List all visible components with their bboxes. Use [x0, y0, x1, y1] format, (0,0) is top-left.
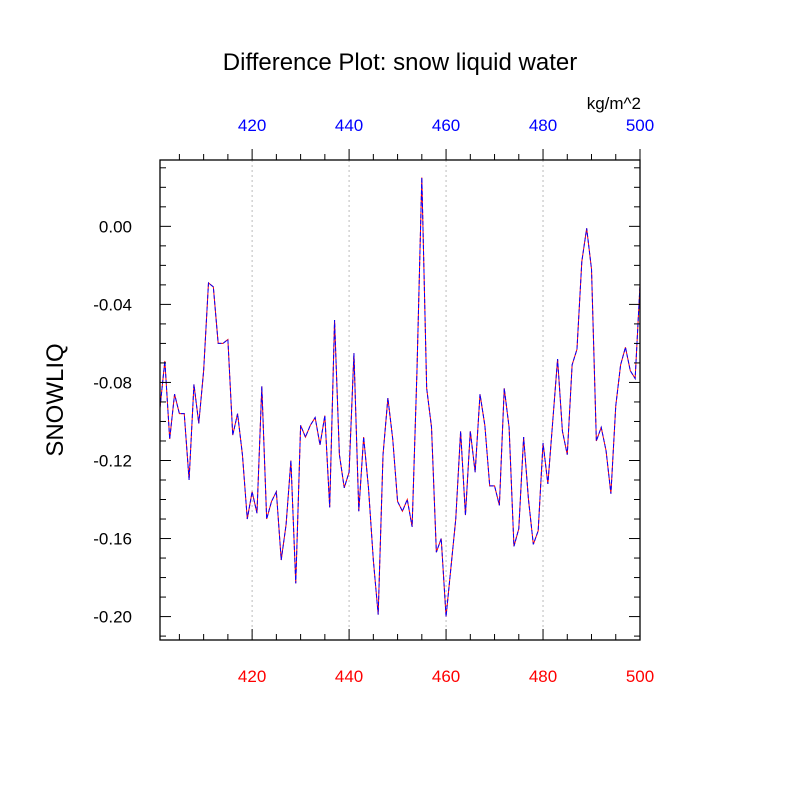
y-axis-label: SNOWLIQ	[42, 343, 69, 456]
plot-frame	[159, 159, 641, 641]
tick-label-layer: 420 420 440 440 460 460 480 480 500 500 0.00 -0.04 -…	[93, 116, 654, 686]
axis-layer	[159, 149, 641, 641]
series-line-b	[159, 177, 641, 617]
y-tick-label: -0.12	[93, 451, 132, 470]
y-tick-label: -0.20	[93, 608, 132, 627]
units-label: kg/m^2	[587, 94, 641, 113]
x-tick-label-top: 500	[626, 116, 654, 135]
x-tick-label-bottom: 500	[626, 667, 654, 686]
y-tick-label: 0.00	[99, 217, 132, 236]
x-tick-label-bottom: 480	[529, 667, 557, 686]
x-tick-label-top: 480	[529, 116, 557, 135]
x-tick-label-bottom: 460	[432, 667, 460, 686]
x-tick-label-top: 460	[432, 116, 460, 135]
x-tick-label-bottom: 440	[335, 667, 363, 686]
series-layer	[159, 177, 641, 617]
chart-title: Difference Plot: snow liquid water	[223, 49, 577, 76]
x-tick-label-top: 440	[335, 116, 363, 135]
y-tick-label: -0.08	[93, 373, 132, 392]
y-tick-label: -0.04	[93, 295, 132, 314]
grid-layer	[251, 160, 544, 640]
y-tick-label: -0.16	[93, 530, 132, 549]
x-tick-label-bottom: 420	[238, 667, 266, 686]
series-line-a	[159, 177, 641, 617]
x-tick-label-top: 420	[238, 116, 266, 135]
